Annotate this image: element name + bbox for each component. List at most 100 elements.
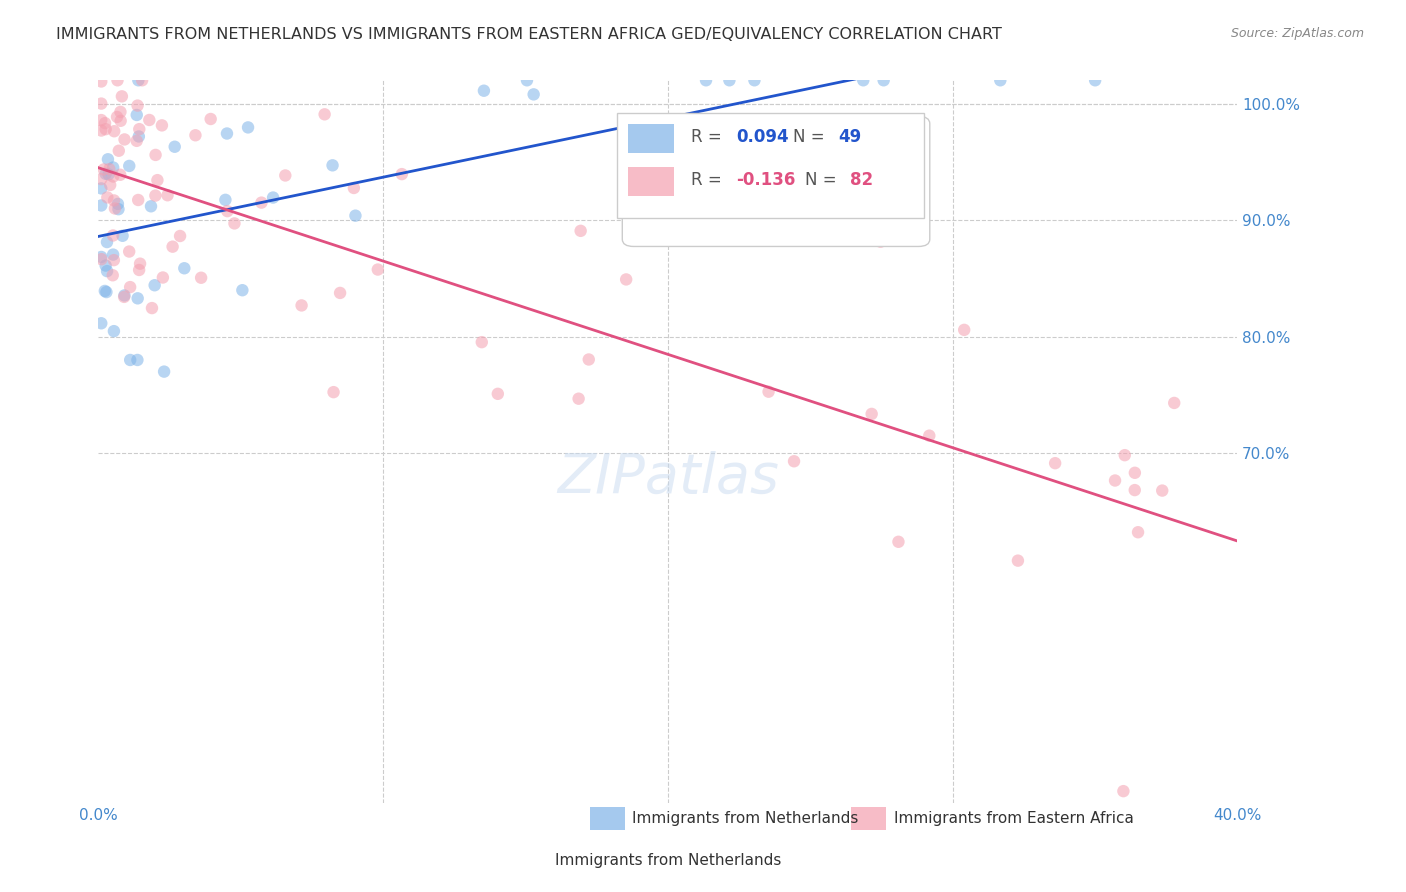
Point	[112, 288, 135, 302]
Point	[173, 261, 195, 276]
Point	[127, 98, 149, 112]
Point	[127, 193, 149, 207]
Point	[90, 96, 112, 111]
Point	[111, 89, 134, 103]
Point	[486, 387, 509, 401]
Point	[90, 198, 112, 212]
Point	[852, 73, 875, 87]
Point	[107, 197, 129, 211]
Point	[988, 73, 1011, 87]
Point	[156, 188, 179, 202]
Point	[329, 285, 352, 300]
Point	[96, 235, 118, 249]
Point	[90, 181, 112, 195]
Text: ZIPatlas: ZIPatlas	[557, 451, 779, 504]
Text: 82: 82	[851, 171, 873, 189]
Point	[145, 188, 167, 202]
Point	[578, 352, 600, 367]
Point	[90, 250, 112, 264]
Point	[1007, 554, 1029, 568]
Point	[236, 120, 259, 135]
Point	[290, 298, 312, 312]
FancyBboxPatch shape	[628, 124, 673, 153]
Point	[1043, 456, 1066, 470]
Point	[190, 270, 212, 285]
Point	[94, 284, 117, 298]
Text: IMMIGRANTS FROM NETHERLANDS VS IMMIGRANTS FROM EASTERN AFRICA GED/EQUIVALENCY CO: IMMIGRANTS FROM NETHERLANDS VS IMMIGRANT…	[56, 27, 1002, 42]
Text: Immigrants from Netherlands: Immigrants from Netherlands	[554, 854, 782, 869]
FancyBboxPatch shape	[623, 117, 929, 246]
Point	[120, 280, 142, 294]
Point	[94, 259, 117, 273]
Point	[314, 107, 336, 121]
Text: -0.136: -0.136	[737, 171, 796, 189]
Point	[114, 132, 136, 146]
Point	[103, 253, 125, 268]
Point	[107, 73, 129, 87]
Point	[139, 199, 162, 213]
Text: N =: N =	[793, 128, 825, 145]
Point	[105, 110, 128, 124]
Point	[391, 167, 413, 181]
Point	[93, 162, 115, 177]
Point	[1112, 784, 1135, 798]
Point	[162, 240, 184, 254]
Point	[111, 228, 134, 243]
FancyBboxPatch shape	[851, 807, 886, 830]
Point	[262, 190, 284, 204]
FancyBboxPatch shape	[628, 167, 673, 196]
Point	[131, 73, 153, 87]
Point	[200, 112, 222, 126]
Point	[141, 301, 163, 315]
Point	[783, 454, 806, 468]
Point	[103, 194, 125, 208]
Point	[184, 128, 207, 143]
Point	[217, 204, 239, 219]
Point	[127, 291, 149, 305]
Point	[112, 290, 135, 304]
Point	[744, 73, 766, 87]
Text: R =: R =	[690, 128, 721, 145]
Point	[127, 353, 149, 368]
Point	[1126, 525, 1149, 540]
Text: Immigrants from Eastern Africa: Immigrants from Eastern Africa	[894, 812, 1133, 826]
Point	[90, 113, 112, 128]
Point	[118, 244, 141, 259]
Point	[101, 161, 124, 175]
Text: R =: R =	[690, 171, 721, 189]
FancyBboxPatch shape	[591, 807, 626, 830]
Point	[98, 162, 121, 177]
Point	[472, 84, 495, 98]
Point	[90, 74, 112, 88]
Point	[104, 202, 127, 216]
Point	[125, 134, 148, 148]
Text: Source: ZipAtlas.com: Source: ZipAtlas.com	[1230, 27, 1364, 40]
Point	[918, 428, 941, 442]
Point	[343, 181, 366, 195]
Point	[94, 167, 117, 181]
Point	[344, 209, 367, 223]
Point	[128, 263, 150, 277]
Point	[107, 144, 129, 158]
Point	[1152, 483, 1174, 498]
Text: Immigrants from Netherlands: Immigrants from Netherlands	[633, 812, 859, 826]
Point	[872, 73, 894, 87]
Point	[118, 159, 141, 173]
Point	[250, 195, 273, 210]
Point	[153, 365, 176, 379]
Point	[127, 73, 149, 87]
Point	[516, 73, 538, 87]
Point	[1084, 73, 1107, 87]
Point	[322, 385, 344, 400]
Point	[125, 108, 148, 122]
Point	[128, 122, 150, 136]
Text: 49: 49	[839, 128, 862, 145]
Point	[471, 335, 494, 350]
Point	[224, 216, 246, 230]
Point	[94, 122, 117, 136]
Point	[110, 104, 132, 119]
Point	[718, 73, 741, 87]
Text: N =: N =	[804, 171, 837, 189]
Point	[90, 252, 112, 267]
FancyBboxPatch shape	[617, 112, 924, 218]
